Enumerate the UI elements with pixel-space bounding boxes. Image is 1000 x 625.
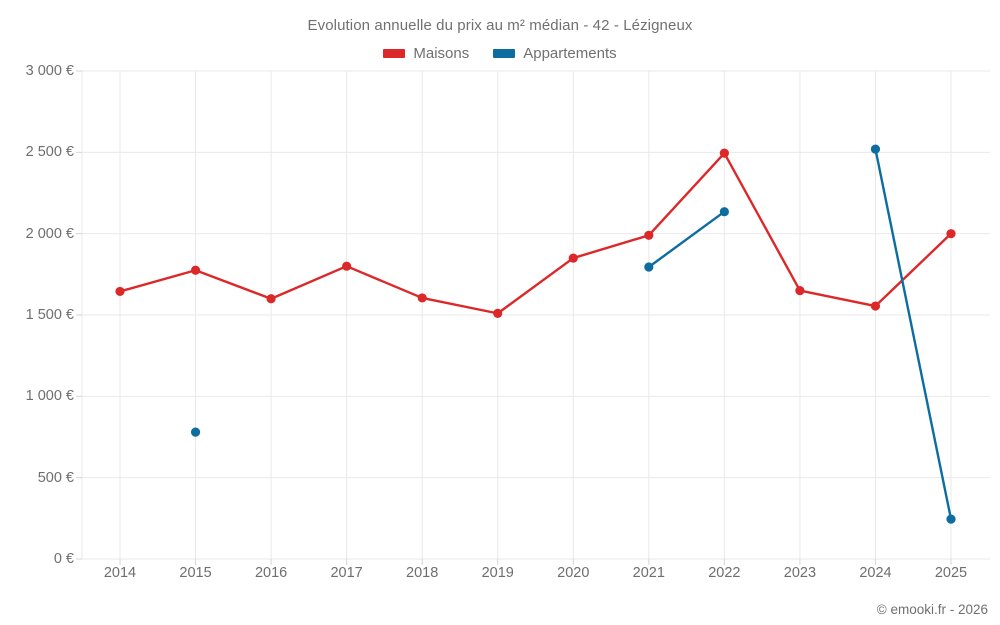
legend-label-maisons: Maisons [413, 45, 470, 62]
legend-swatch-icon-appartements [493, 49, 516, 58]
x-tick-label: 2019 [481, 565, 514, 581]
y-tick-label: 500 € [37, 469, 74, 486]
x-tick-label: 2021 [632, 565, 665, 581]
x-tick-label: 2022 [708, 565, 741, 581]
legend-item-appartements[interactable]: Appartements [493, 45, 617, 62]
series-line-appartements [874, 147, 953, 521]
data-point-maisons-2023[interactable] [795, 286, 805, 296]
y-tick-label: 3 000 € [25, 63, 74, 79]
data-point-appartements-2015[interactable] [190, 427, 201, 437]
grid-layer [76, 70, 990, 565]
y-tick-label: 0 € [53, 551, 74, 567]
x-tick-label: 2014 [103, 565, 137, 581]
data-point-maisons-2025[interactable] [946, 229, 956, 239]
footer-credit: © emooki.fr - 2026 [876, 602, 988, 617]
data-point-maisons-2020[interactable] [568, 253, 578, 263]
x-axis: 2014 2015 2016 2017 2018 2019 2020 2021 2022 2023… [82, 565, 990, 589]
data-point-appartements-2025[interactable] [946, 514, 956, 524]
x-tick-label: 2018 [406, 565, 439, 581]
x-tick-label: 2017 [330, 565, 363, 581]
legend-item-maisons[interactable]: Maisons [383, 45, 469, 62]
x-tick-label: 2020 [557, 565, 590, 581]
data-point-maisons-2015[interactable] [190, 265, 201, 275]
plot-area [76, 70, 990, 565]
chart-legend: Maisons Appartements [0, 45, 1000, 62]
data-point-appartements-2022[interactable] [719, 207, 729, 217]
chart-title: Evolution annuelle du prix au m² médian … [307, 17, 693, 34]
data-point-maisons-2021[interactable] [644, 230, 654, 240]
y-axis: 0 € 500 € 1 000 € 1 500 € 2 000 € 2 500 € 3 00… [0, 63, 74, 567]
y-tick-label: 2 500 € [25, 144, 74, 161]
data-point-maisons-2014[interactable] [115, 286, 125, 297]
y-tick-label: 1 000 € [25, 388, 74, 405]
series-line-maisons [118, 151, 953, 315]
x-tick-label: 2024 [859, 565, 892, 581]
data-point-maisons-2018[interactable] [417, 293, 427, 303]
series-layer [115, 144, 956, 524]
data-point-appartements-2024[interactable] [870, 144, 881, 154]
x-tick-label: 2015 [179, 565, 212, 581]
x-tick-label: 2016 [254, 565, 288, 581]
data-point-maisons-2022[interactable] [719, 148, 729, 158]
y-tick-label: 2 000 € [25, 225, 74, 242]
y-tick-label: 1 500 € [25, 307, 74, 323]
data-point-maisons-2017[interactable] [342, 261, 352, 271]
data-point-maisons-2024[interactable] [870, 301, 881, 311]
data-point-maisons-2019[interactable] [493, 308, 503, 318]
data-point-appartements-2021[interactable] [644, 262, 654, 272]
x-tick-label: 2025 [934, 565, 968, 581]
legend-swatch-icon-maisons [383, 49, 406, 58]
x-tick-label: 2023 [783, 565, 817, 581]
series-line-appartements [647, 210, 726, 269]
legend-label-appartements: Appartements [523, 45, 617, 62]
data-point-maisons-2016[interactable] [266, 294, 276, 304]
